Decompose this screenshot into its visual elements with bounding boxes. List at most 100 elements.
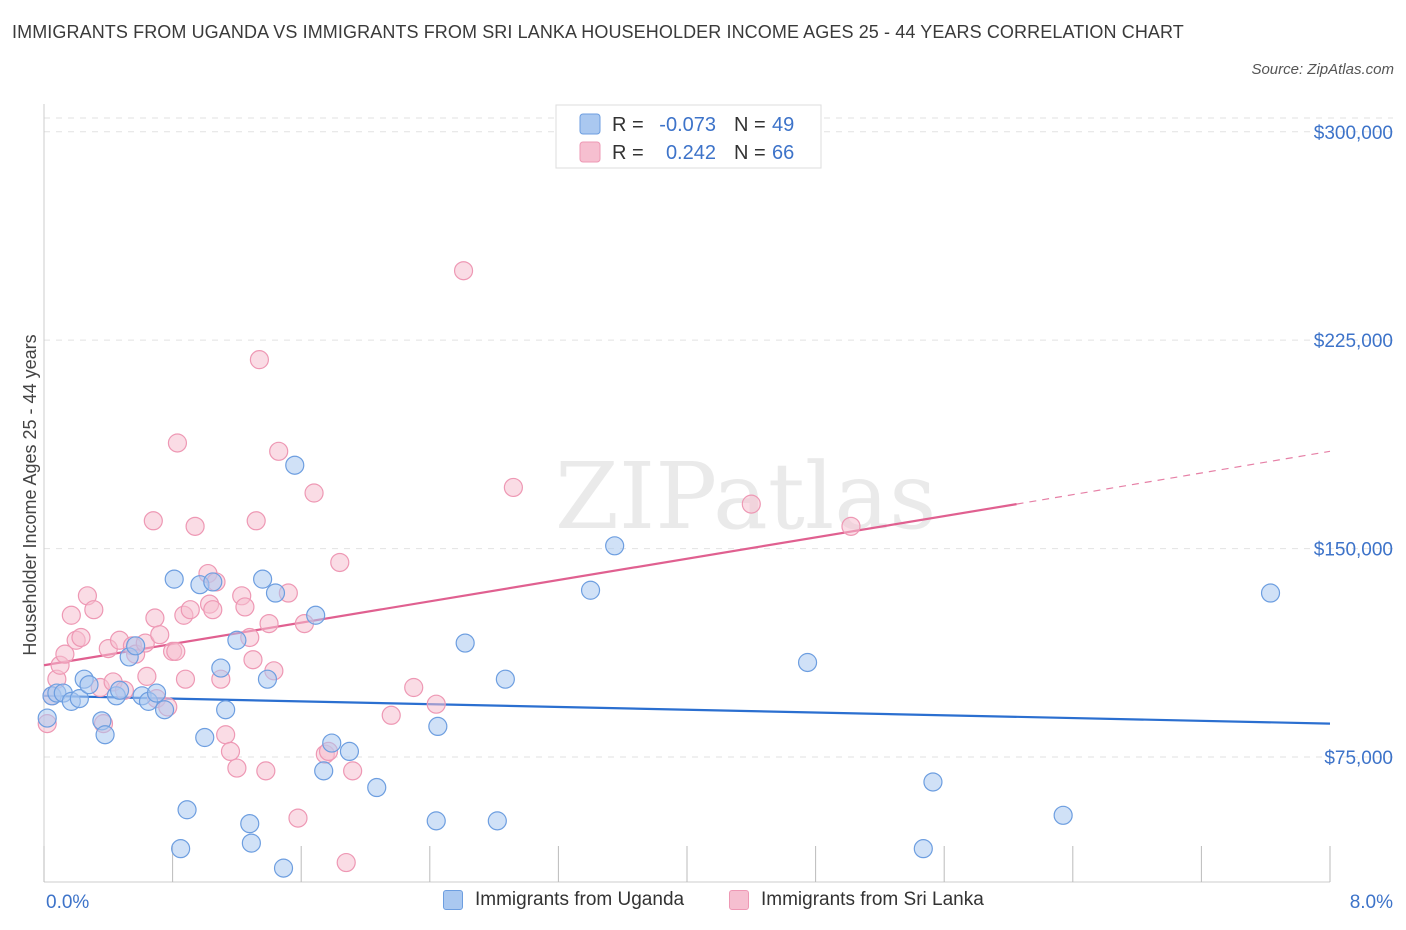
point-srilanka <box>249 350 270 370</box>
point-uganda <box>241 833 261 853</box>
legend-n-label-uganda: N = <box>734 114 766 136</box>
data-points <box>37 261 1281 878</box>
y-tick-labels: $75,000 $150,000 $225,000 $300,000 <box>1314 123 1393 769</box>
point-srilanka <box>84 600 104 620</box>
point-srilanka <box>143 511 163 531</box>
legend-r-label-uganda: R = <box>612 114 644 136</box>
point-uganda <box>240 814 260 834</box>
point-uganda <box>428 716 448 737</box>
point-srilanka <box>304 483 324 503</box>
point-srilanka <box>203 600 223 620</box>
point-uganda <box>253 569 273 589</box>
point-uganda <box>487 811 507 831</box>
point-uganda <box>69 689 89 709</box>
point-uganda <box>195 727 215 748</box>
point-uganda <box>285 455 305 475</box>
point-srilanka <box>167 433 188 453</box>
point-uganda <box>923 772 943 792</box>
point-uganda <box>265 583 286 603</box>
x-tick-label-max: 8.0% <box>1350 892 1393 913</box>
point-srilanka <box>55 644 75 664</box>
point-uganda <box>37 708 57 728</box>
y-tick-label: $300,000 <box>1314 123 1393 144</box>
bottom-legend-swatch-uganda <box>443 890 463 910</box>
point-srilanka <box>235 597 255 617</box>
point-uganda <box>154 700 175 720</box>
point-uganda <box>257 669 278 689</box>
point-uganda <box>306 605 326 625</box>
trend-line-uganda <box>43 694 1331 725</box>
point-uganda <box>171 839 191 859</box>
point-srilanka <box>503 477 523 498</box>
legend-n-label-srilanka: N = <box>734 142 766 164</box>
legend-swatch-srilanka <box>579 141 601 163</box>
point-uganda <box>95 725 115 745</box>
bottom-legend-label-srilanka: Immigrants from Sri Lanka <box>761 889 984 910</box>
chart-title: IMMIGRANTS FROM UGANDA VS IMMIGRANTS FRO… <box>12 22 1184 42</box>
point-srilanka <box>330 552 350 573</box>
point-uganda <box>164 569 184 589</box>
point-srilanka <box>288 808 308 828</box>
point-uganda <box>216 700 236 720</box>
legend-r-value-srilanka: 0.242 <box>666 142 716 164</box>
legend-n-value-uganda: 49 <box>772 114 794 136</box>
point-uganda <box>109 680 130 700</box>
point-uganda <box>1053 805 1073 825</box>
point-uganda <box>605 536 625 556</box>
point-uganda <box>322 733 342 753</box>
point-srilanka <box>381 705 401 725</box>
point-uganda <box>273 858 294 878</box>
point-uganda <box>1260 583 1281 603</box>
point-srilanka <box>269 441 289 461</box>
bottom-legend-item-srilanka: Immigrants from Sri Lanka <box>729 889 984 911</box>
point-srilanka <box>137 666 157 686</box>
point-srilanka <box>841 516 861 536</box>
point-srilanka <box>426 694 446 714</box>
point-uganda <box>580 580 601 600</box>
point-uganda <box>203 572 223 592</box>
point-srilanka <box>343 761 363 781</box>
legend-n-value-srilanka: 66 <box>772 142 794 164</box>
point-srilanka <box>71 627 91 648</box>
point-srilanka <box>61 605 81 625</box>
point-srilanka <box>175 669 196 689</box>
bottom-legend-item-uganda: Immigrants from Uganda <box>443 889 684 911</box>
y-tick-label: $150,000 <box>1314 540 1393 561</box>
x-tick-label-min: 0.0% <box>46 892 89 913</box>
point-srilanka <box>259 613 279 634</box>
bottom-legend-label-uganda: Immigrants from Uganda <box>475 889 685 910</box>
point-srilanka <box>453 261 474 281</box>
point-srilanka <box>185 516 205 536</box>
point-srilanka <box>166 641 186 661</box>
point-srilanka <box>227 758 247 778</box>
point-uganda <box>79 675 99 695</box>
point-uganda <box>495 669 515 689</box>
y-tick-label: $75,000 <box>1324 748 1393 769</box>
point-srilanka <box>336 852 356 873</box>
legend-r-value-uganda: -0.073 <box>659 114 716 136</box>
legend-r-label-srilanka: R = <box>612 142 644 164</box>
point-uganda <box>227 630 247 650</box>
point-srilanka <box>150 625 170 645</box>
point-uganda <box>367 777 387 798</box>
point-uganda <box>177 800 197 820</box>
point-srilanka <box>256 761 276 781</box>
point-uganda <box>146 683 167 703</box>
point-srilanka <box>243 650 263 670</box>
trend-line-dashed-srilanka <box>1016 450 1331 505</box>
bottom-legend-swatch-srilanka <box>729 890 749 910</box>
y-axis-label: Householder Income Ages 25 - 44 years <box>20 334 40 655</box>
source-label: Source: ZipAtlas.com <box>1251 61 1394 78</box>
point-uganda <box>314 761 334 781</box>
point-srilanka <box>180 600 200 620</box>
point-uganda <box>797 652 818 673</box>
point-uganda <box>455 633 475 653</box>
point-uganda <box>339 741 360 762</box>
point-srilanka <box>741 494 761 514</box>
point-srilanka <box>404 677 424 698</box>
point-uganda <box>126 636 146 656</box>
point-uganda <box>913 839 933 859</box>
point-srilanka <box>145 608 165 628</box>
x-tick-marks <box>43 846 1331 882</box>
legend-swatch-uganda <box>579 113 601 135</box>
